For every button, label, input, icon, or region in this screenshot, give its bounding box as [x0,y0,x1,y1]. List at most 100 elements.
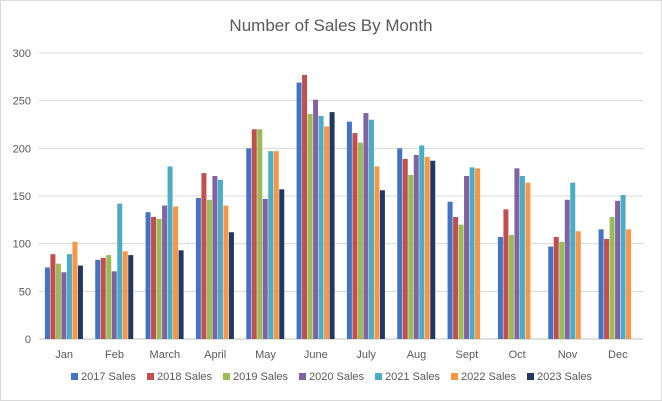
x-axis: Jan Feb March April May June July Aug Sept Oct Nov… [55,349,628,361]
bar-jan-2022-sales [72,241,78,339]
bar-nov-2022-sales [575,231,581,339]
bar-feb-2018-sales [100,257,106,339]
y-tick-label: 0 [25,334,31,346]
x-tick-label: June [304,349,328,361]
legend: 2017 Sales 2018 Sales 2019 Sales 2020 Sales… [71,371,593,383]
x-tick-label: March [150,349,181,361]
bar-march-2018-sales [151,216,157,339]
bar-may-2022-sales [273,151,279,339]
legend-label: 2017 Sales [81,371,137,383]
x-tick-label: Nov [558,349,578,361]
y-tick-label: 100 [13,239,31,251]
legend-label: 2023 Sales [537,371,593,383]
bar-sept-2021-sales [469,167,475,339]
bar-sept-2018-sales [453,216,459,339]
bar-sept-2019-sales [458,224,464,339]
gridlines [39,52,643,340]
bar-march-2019-sales [156,218,162,339]
bar-july-2021-sales [368,119,374,339]
legend-swatch [375,373,382,380]
bar-dec-2019-sales [609,216,615,339]
bar-jan-2018-sales [50,254,56,339]
bar-june-2019-sales [307,114,313,339]
bar-sept-2017-sales [447,201,453,339]
bar-july-2018-sales [352,133,358,339]
bar-oct-2022-sales [525,182,531,339]
bar-oct-2021-sales [519,175,525,339]
bar-may-2018-sales [251,129,257,339]
x-tick-label: Jan [55,349,73,361]
bar-june-2018-sales [302,74,308,339]
bar-july-2019-sales [357,142,363,339]
bar-dec-2018-sales [604,238,610,339]
bar-jan-2017-sales [44,267,50,339]
bar-oct-2019-sales [508,235,514,339]
bars [44,74,632,340]
bar-sept-2022-sales [475,168,481,339]
bar-aug-2018-sales [402,158,408,339]
y-tick-label: 200 [13,143,31,155]
legend-swatch [299,373,306,380]
y-tick-label: 300 [13,48,31,60]
bar-dec-2021-sales [620,195,626,339]
bar-may-2017-sales [246,148,252,339]
x-tick-label: Oct [509,349,526,361]
bar-june-2020-sales [313,99,319,339]
bar-aug-2020-sales [413,155,419,339]
bar-aug-2019-sales [408,175,414,339]
bar-april-2022-sales [223,205,229,339]
bar-feb-2022-sales [122,251,128,339]
chart-title: Number of Sales By Month [229,16,432,35]
legend-label: 2020 Sales [309,371,365,383]
bar-aug-2023-sales [430,160,436,339]
y-axis: 0 50 100 150 200 250 300 [13,48,31,346]
legend-swatch [527,373,534,380]
bar-april-2017-sales [195,197,201,339]
bar-jan-2023-sales [77,265,83,339]
x-tick-label: July [356,349,376,361]
bar-march-2017-sales [145,212,151,339]
x-tick-label: Sept [456,349,479,361]
bar-april-2023-sales [228,232,234,339]
bar-march-2022-sales [173,206,179,339]
bar-dec-2022-sales [626,229,632,339]
bar-june-2023-sales [329,112,335,340]
bar-oct-2020-sales [514,168,520,339]
bar-july-2017-sales [346,121,352,339]
bar-march-2020-sales [162,205,168,339]
bar-may-2021-sales [268,151,274,339]
bar-july-2020-sales [363,113,369,339]
legend-label: 2019 Sales [233,371,289,383]
x-tick-label: April [204,349,226,361]
bar-sept-2020-sales [464,175,470,339]
bar-may-2020-sales [262,198,268,339]
bar-may-2019-sales [257,129,263,339]
bar-feb-2020-sales [111,271,117,339]
bar-aug-2017-sales [397,148,403,339]
bar-june-2022-sales [324,126,330,339]
legend-label: 2018 Sales [157,371,213,383]
bar-april-2018-sales [201,173,207,339]
bar-feb-2017-sales [95,259,101,339]
legend-swatch [71,373,78,380]
y-tick-label: 50 [19,286,31,298]
bar-feb-2023-sales [128,255,134,339]
bar-april-2020-sales [212,175,218,339]
bar-june-2017-sales [296,82,302,339]
bar-july-2023-sales [379,190,385,339]
x-tick-label: Dec [608,349,628,361]
x-tick-label: May [255,349,276,361]
y-tick-label: 250 [13,96,31,108]
bar-nov-2019-sales [559,241,565,339]
bar-dec-2017-sales [598,229,604,339]
bar-oct-2017-sales [497,236,503,339]
bar-nov-2018-sales [553,236,559,339]
bar-may-2023-sales [279,189,285,339]
bar-april-2021-sales [217,179,223,339]
bar-march-2021-sales [167,166,173,339]
y-tick-label: 150 [13,191,31,203]
bar-nov-2021-sales [570,182,576,339]
bar-july-2022-sales [374,166,380,339]
